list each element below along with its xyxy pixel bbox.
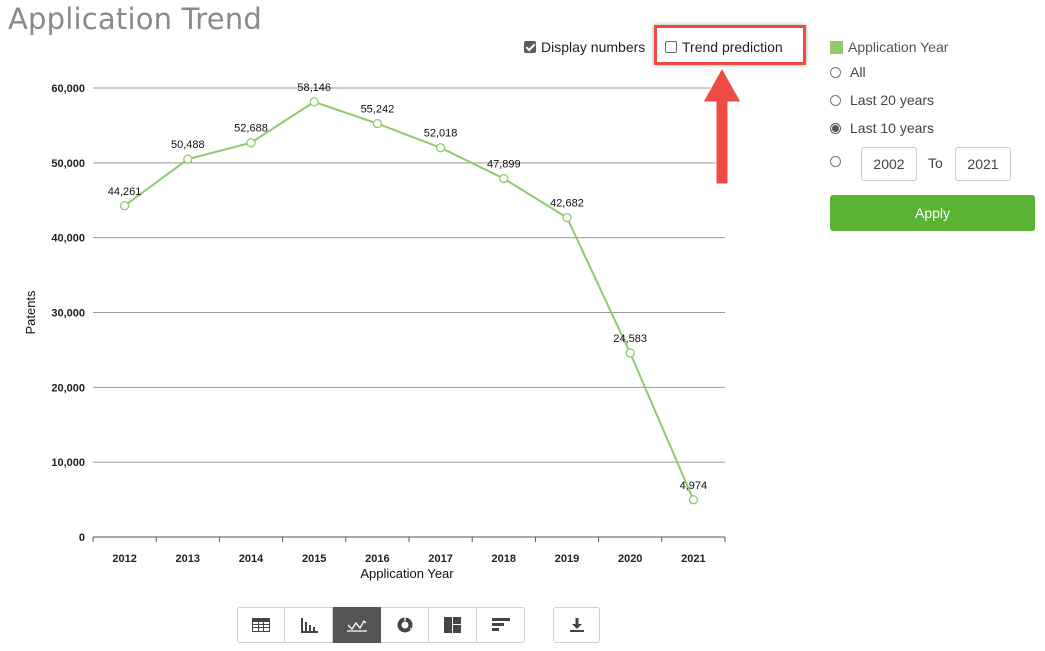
treemap-view-button[interactable] bbox=[429, 607, 477, 643]
chart-type-toolbar bbox=[237, 607, 525, 643]
data-label: 55,242 bbox=[361, 104, 395, 116]
x-tick-label: 2018 bbox=[492, 553, 516, 565]
radio-last-10-button[interactable] bbox=[830, 123, 841, 134]
horizontal-bar-icon bbox=[492, 617, 510, 633]
radio-last-20-button[interactable] bbox=[830, 95, 841, 106]
radio-last-10-label: Last 10 years bbox=[850, 120, 934, 136]
data-point[interactable] bbox=[689, 496, 697, 504]
horizontal-bar-view-button[interactable] bbox=[477, 607, 525, 643]
data-label: 42,682 bbox=[550, 198, 584, 210]
radio-all[interactable]: All bbox=[830, 64, 866, 80]
download-button[interactable] bbox=[553, 607, 600, 643]
range-from-input[interactable]: 2002 bbox=[861, 147, 917, 181]
bar-view-button[interactable] bbox=[285, 607, 333, 643]
y-tick-label: 50,000 bbox=[51, 158, 85, 170]
donut-chart-icon bbox=[397, 617, 413, 633]
radio-last-20-label: Last 20 years bbox=[850, 92, 934, 108]
y-tick-label: 10,000 bbox=[51, 457, 85, 469]
data-label: 44,261 bbox=[108, 186, 142, 198]
y-tick-label: 40,000 bbox=[51, 233, 85, 245]
x-axis-title: Application Year bbox=[360, 566, 454, 581]
display-numbers-checkbox[interactable] bbox=[524, 41, 536, 53]
bar-chart-icon bbox=[300, 617, 318, 633]
line-chart-icon bbox=[347, 618, 367, 632]
legend-application-year: Application Year bbox=[830, 39, 948, 55]
y-tick-label: 0 bbox=[79, 532, 85, 544]
data-label: 52,018 bbox=[424, 128, 458, 140]
x-tick-label: 2014 bbox=[239, 553, 264, 565]
data-point[interactable] bbox=[310, 98, 318, 106]
data-point[interactable] bbox=[500, 175, 508, 183]
line-view-button[interactable] bbox=[333, 607, 381, 643]
x-tick-label: 2020 bbox=[618, 553, 642, 565]
data-point[interactable] bbox=[626, 349, 634, 357]
data-point[interactable] bbox=[373, 120, 381, 128]
table-view-button[interactable] bbox=[237, 607, 285, 643]
x-tick-label: 2017 bbox=[428, 553, 452, 565]
x-tick-label: 2016 bbox=[365, 553, 389, 565]
display-numbers-option[interactable]: Display numbers bbox=[524, 39, 645, 55]
line-chart: 0 10,000 20,000 30,000 40,000 50,000 60,000 201… bbox=[0, 0, 800, 600]
x-tick-label: 2012 bbox=[112, 553, 136, 565]
radio-custom-range-button[interactable] bbox=[830, 156, 841, 167]
data-point[interactable] bbox=[437, 144, 445, 152]
radio-last-20-years[interactable]: Last 20 years bbox=[830, 92, 934, 108]
data-label: 24,583 bbox=[613, 333, 647, 345]
y-tick-label: 20,000 bbox=[51, 382, 85, 394]
data-label: 47,899 bbox=[487, 159, 521, 171]
data-label: 52,688 bbox=[234, 123, 268, 135]
radio-custom-range[interactable] bbox=[830, 156, 850, 167]
range-to-input[interactable]: 2021 bbox=[955, 147, 1011, 181]
donut-view-button[interactable] bbox=[381, 607, 429, 643]
legend-label: Application Year bbox=[848, 39, 948, 55]
y-tick-label: 60,000 bbox=[51, 83, 85, 95]
data-point[interactable] bbox=[563, 214, 571, 222]
legend-swatch bbox=[830, 41, 843, 54]
display-numbers-label: Display numbers bbox=[541, 39, 645, 55]
annotation-arrow-icon bbox=[700, 66, 744, 190]
radio-all-label: All bbox=[850, 64, 866, 80]
x-tick-label: 2021 bbox=[681, 553, 705, 565]
table-icon bbox=[252, 618, 270, 632]
treemap-icon bbox=[444, 617, 461, 633]
range-to-label: To bbox=[928, 155, 943, 171]
data-label: 50,488 bbox=[171, 139, 205, 151]
y-tick-label: 30,000 bbox=[51, 308, 85, 320]
series-line bbox=[125, 102, 694, 500]
data-label: 58,146 bbox=[297, 82, 331, 94]
x-tick-label: 2015 bbox=[302, 553, 326, 565]
data-label: 4,974 bbox=[680, 480, 708, 492]
data-point[interactable] bbox=[247, 139, 255, 147]
x-tick-label: 2019 bbox=[555, 553, 579, 565]
highlight-box bbox=[654, 25, 806, 65]
data-point[interactable] bbox=[121, 202, 129, 210]
data-point[interactable] bbox=[184, 155, 192, 163]
radio-all-button[interactable] bbox=[830, 67, 841, 78]
y-axis-title: Patents bbox=[23, 290, 38, 335]
apply-button[interactable]: Apply bbox=[830, 195, 1035, 231]
radio-last-10-years[interactable]: Last 10 years bbox=[830, 120, 934, 136]
x-tick-label: 2013 bbox=[176, 553, 200, 565]
download-icon bbox=[569, 617, 585, 633]
